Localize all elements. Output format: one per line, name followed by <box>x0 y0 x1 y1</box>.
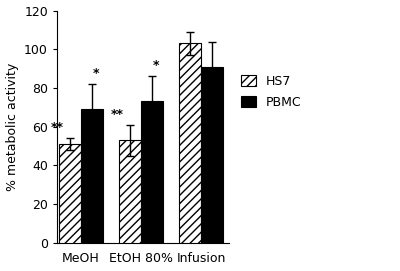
Bar <box>59 144 81 243</box>
Text: *: * <box>92 67 99 80</box>
Bar <box>118 140 141 243</box>
Text: **: ** <box>51 121 64 134</box>
Bar <box>81 109 104 243</box>
Bar <box>141 101 163 243</box>
Bar <box>201 67 223 243</box>
Y-axis label: % metabolic activity: % metabolic activity <box>6 63 18 191</box>
Legend: HS7, PBMC: HS7, PBMC <box>237 71 305 112</box>
Bar <box>178 43 201 243</box>
Text: *: * <box>152 59 159 72</box>
Text: **: ** <box>111 108 124 121</box>
